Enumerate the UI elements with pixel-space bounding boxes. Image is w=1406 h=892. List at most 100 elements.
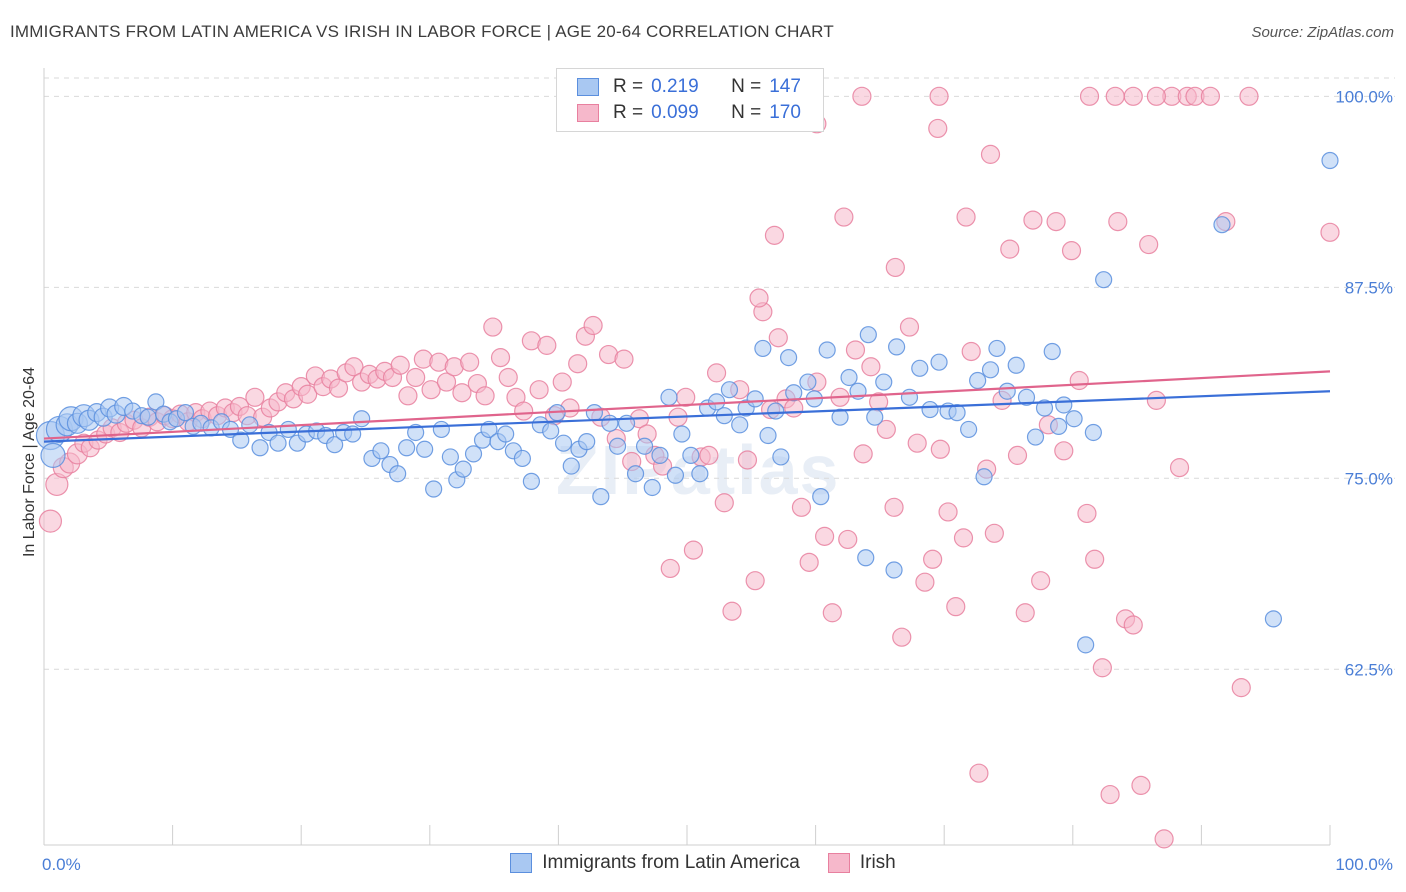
latin-america-point	[1095, 271, 1113, 289]
latin-america-point	[1055, 396, 1073, 414]
latin-america-point	[513, 449, 531, 468]
latin-america-point	[416, 440, 434, 458]
latin-america-point	[464, 445, 483, 463]
latin-america-point	[441, 448, 459, 466]
latin-america-point	[432, 420, 450, 439]
irish-point	[699, 445, 719, 465]
irish-point	[1200, 86, 1221, 106]
irish-point	[1131, 775, 1151, 796]
irish-point	[1231, 678, 1251, 698]
chart-title: IMMIGRANTS FROM LATIN AMERICA VS IRISH I…	[10, 22, 834, 41]
latin-america-point	[608, 437, 627, 455]
series-legend: Immigrants from Latin America Irish	[0, 852, 1406, 874]
legend-swatch-pink	[577, 104, 599, 122]
latin-america-point	[232, 431, 250, 449]
latin-america-point	[651, 446, 669, 464]
irish-trendline	[43, 370, 1331, 440]
legend-r-label: R =	[613, 76, 644, 97]
irish-point	[1023, 210, 1043, 230]
irish-point	[861, 357, 881, 377]
irish-point	[714, 493, 734, 513]
irish-point	[1077, 503, 1097, 524]
latin-america-point	[578, 433, 596, 451]
irish-point	[928, 118, 948, 139]
latin-america-point	[831, 408, 849, 426]
latin-america-point	[666, 466, 685, 484]
stats-legend: R = 0.219 N = 147 R = 0.099 N = 170	[556, 68, 824, 132]
latin-america-point	[1017, 388, 1036, 406]
irish-point	[38, 509, 63, 533]
irish-point	[745, 571, 765, 591]
irish-point	[749, 288, 769, 308]
irish-point	[722, 601, 742, 621]
irish-point	[1061, 241, 1082, 261]
irish-point	[799, 552, 819, 572]
latin-america-point	[626, 465, 645, 483]
irish-point	[1054, 441, 1074, 461]
irish-point	[980, 144, 1001, 164]
irish-point	[490, 348, 511, 368]
latin-america-point	[759, 426, 777, 445]
irish-point	[1154, 829, 1174, 849]
irish-point	[1000, 239, 1020, 259]
latin-america-point	[975, 468, 993, 486]
irish-point	[1046, 212, 1066, 232]
latin-america-point	[900, 388, 919, 406]
latin-america-point	[746, 390, 764, 408]
irish-point	[568, 354, 588, 374]
irish-point	[876, 419, 896, 440]
latin-america-point	[960, 420, 978, 439]
irish-point	[899, 317, 920, 337]
irish-point	[838, 529, 858, 550]
irish-point	[1239, 86, 1259, 106]
irish-point	[915, 572, 935, 592]
x-tick-label: 100.0%	[1335, 855, 1393, 874]
irish-point	[436, 372, 457, 392]
latin-america-point	[1264, 610, 1283, 628]
irish-point	[1100, 784, 1120, 805]
latin-america-point	[241, 416, 259, 434]
y-tick-label: 87.5%	[1345, 278, 1393, 297]
irish-point	[1108, 212, 1128, 232]
irish-point	[1123, 615, 1143, 635]
latin-america-point	[1035, 399, 1054, 417]
latin-america-point	[585, 404, 604, 422]
irish-point	[1123, 86, 1143, 106]
irish-point	[956, 207, 976, 227]
irish-point	[852, 86, 872, 106]
legend-n-label: N =	[731, 102, 762, 123]
irish-point	[1079, 86, 1100, 106]
y-tick-label: 62.5%	[1345, 660, 1393, 679]
latin-america-point	[754, 339, 772, 358]
legend-r-value: 0.219	[651, 76, 699, 97]
irish-point	[1015, 603, 1035, 623]
latin-america-point	[969, 371, 987, 390]
irish-point	[853, 444, 873, 464]
legend-row-irish: R = 0.099 N = 170	[577, 101, 801, 125]
irish-point	[969, 763, 989, 783]
latin-america-point	[279, 420, 297, 439]
irish-point	[529, 380, 549, 400]
latin-america-point	[1043, 342, 1061, 361]
irish-point	[1105, 86, 1125, 106]
irish-point	[344, 357, 364, 377]
latin-america-point	[592, 488, 610, 506]
irish-point	[884, 497, 904, 517]
irish-point	[1146, 86, 1166, 106]
latin-america-point	[812, 488, 830, 506]
y-tick-label: 75.0%	[1345, 469, 1393, 488]
irish-point	[1092, 658, 1112, 678]
irish-point	[413, 349, 433, 369]
irish-point	[460, 352, 480, 372]
irish-point	[784, 398, 804, 418]
irish-point	[1169, 458, 1190, 478]
irish-point	[514, 401, 534, 421]
latin-america-point	[866, 408, 884, 426]
latin-america-point	[1077, 636, 1095, 654]
irish-point	[907, 433, 927, 453]
irish-point	[923, 549, 943, 569]
legend-row-latin-america: R = 0.219 N = 147	[577, 75, 801, 99]
legend-n-value: 147	[769, 76, 801, 97]
latin-america-point	[353, 410, 371, 428]
